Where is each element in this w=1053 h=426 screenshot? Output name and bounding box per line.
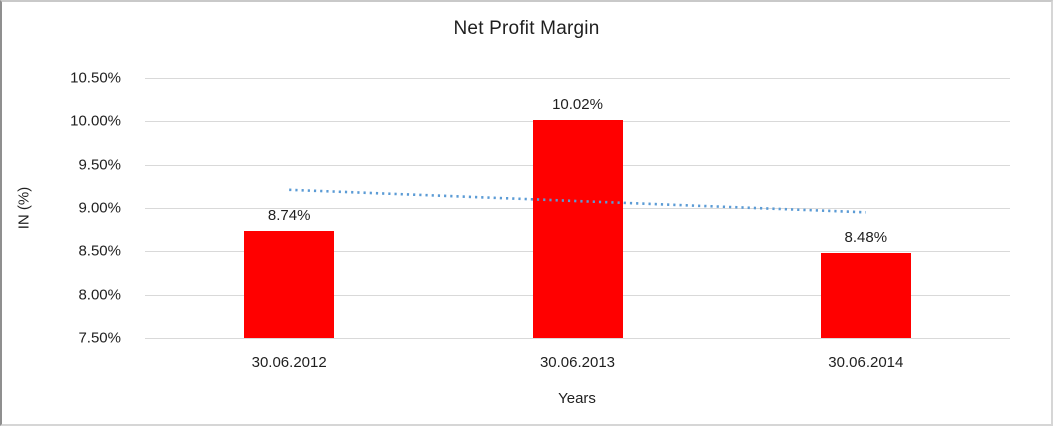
bar-30.06.2012	[244, 230, 335, 338]
bar-value-label: 10.02%	[552, 95, 603, 113]
y-tick-label: 8.50%	[78, 242, 121, 260]
chart-title: Net Profit Margin	[453, 18, 600, 39]
y-tick-label: 10.00%	[70, 112, 121, 130]
gridline	[145, 338, 1010, 339]
y-axis-title: IN (%)	[15, 186, 33, 230]
bar-30.06.2013	[532, 119, 623, 338]
bar-value-label: 8.48%	[844, 229, 888, 247]
x-tick-label: 30.06.2013	[539, 354, 616, 371]
gridline	[145, 78, 1010, 79]
plot-area	[145, 78, 1010, 339]
bar-value-label: 8.74%	[267, 206, 311, 224]
bar-30.06.2014	[820, 253, 911, 338]
y-tick-label: 8.00%	[78, 286, 121, 304]
y-tick-label: 7.50%	[78, 329, 121, 347]
y-tick-label: 9.50%	[78, 156, 121, 174]
y-tick-label: 10.50%	[70, 69, 121, 87]
x-axis-title: Years	[558, 390, 596, 407]
y-tick-label: 9.00%	[78, 199, 121, 217]
x-tick-label: 30.06.2014	[828, 354, 904, 371]
x-tick-label: 30.06.2012	[251, 354, 327, 371]
